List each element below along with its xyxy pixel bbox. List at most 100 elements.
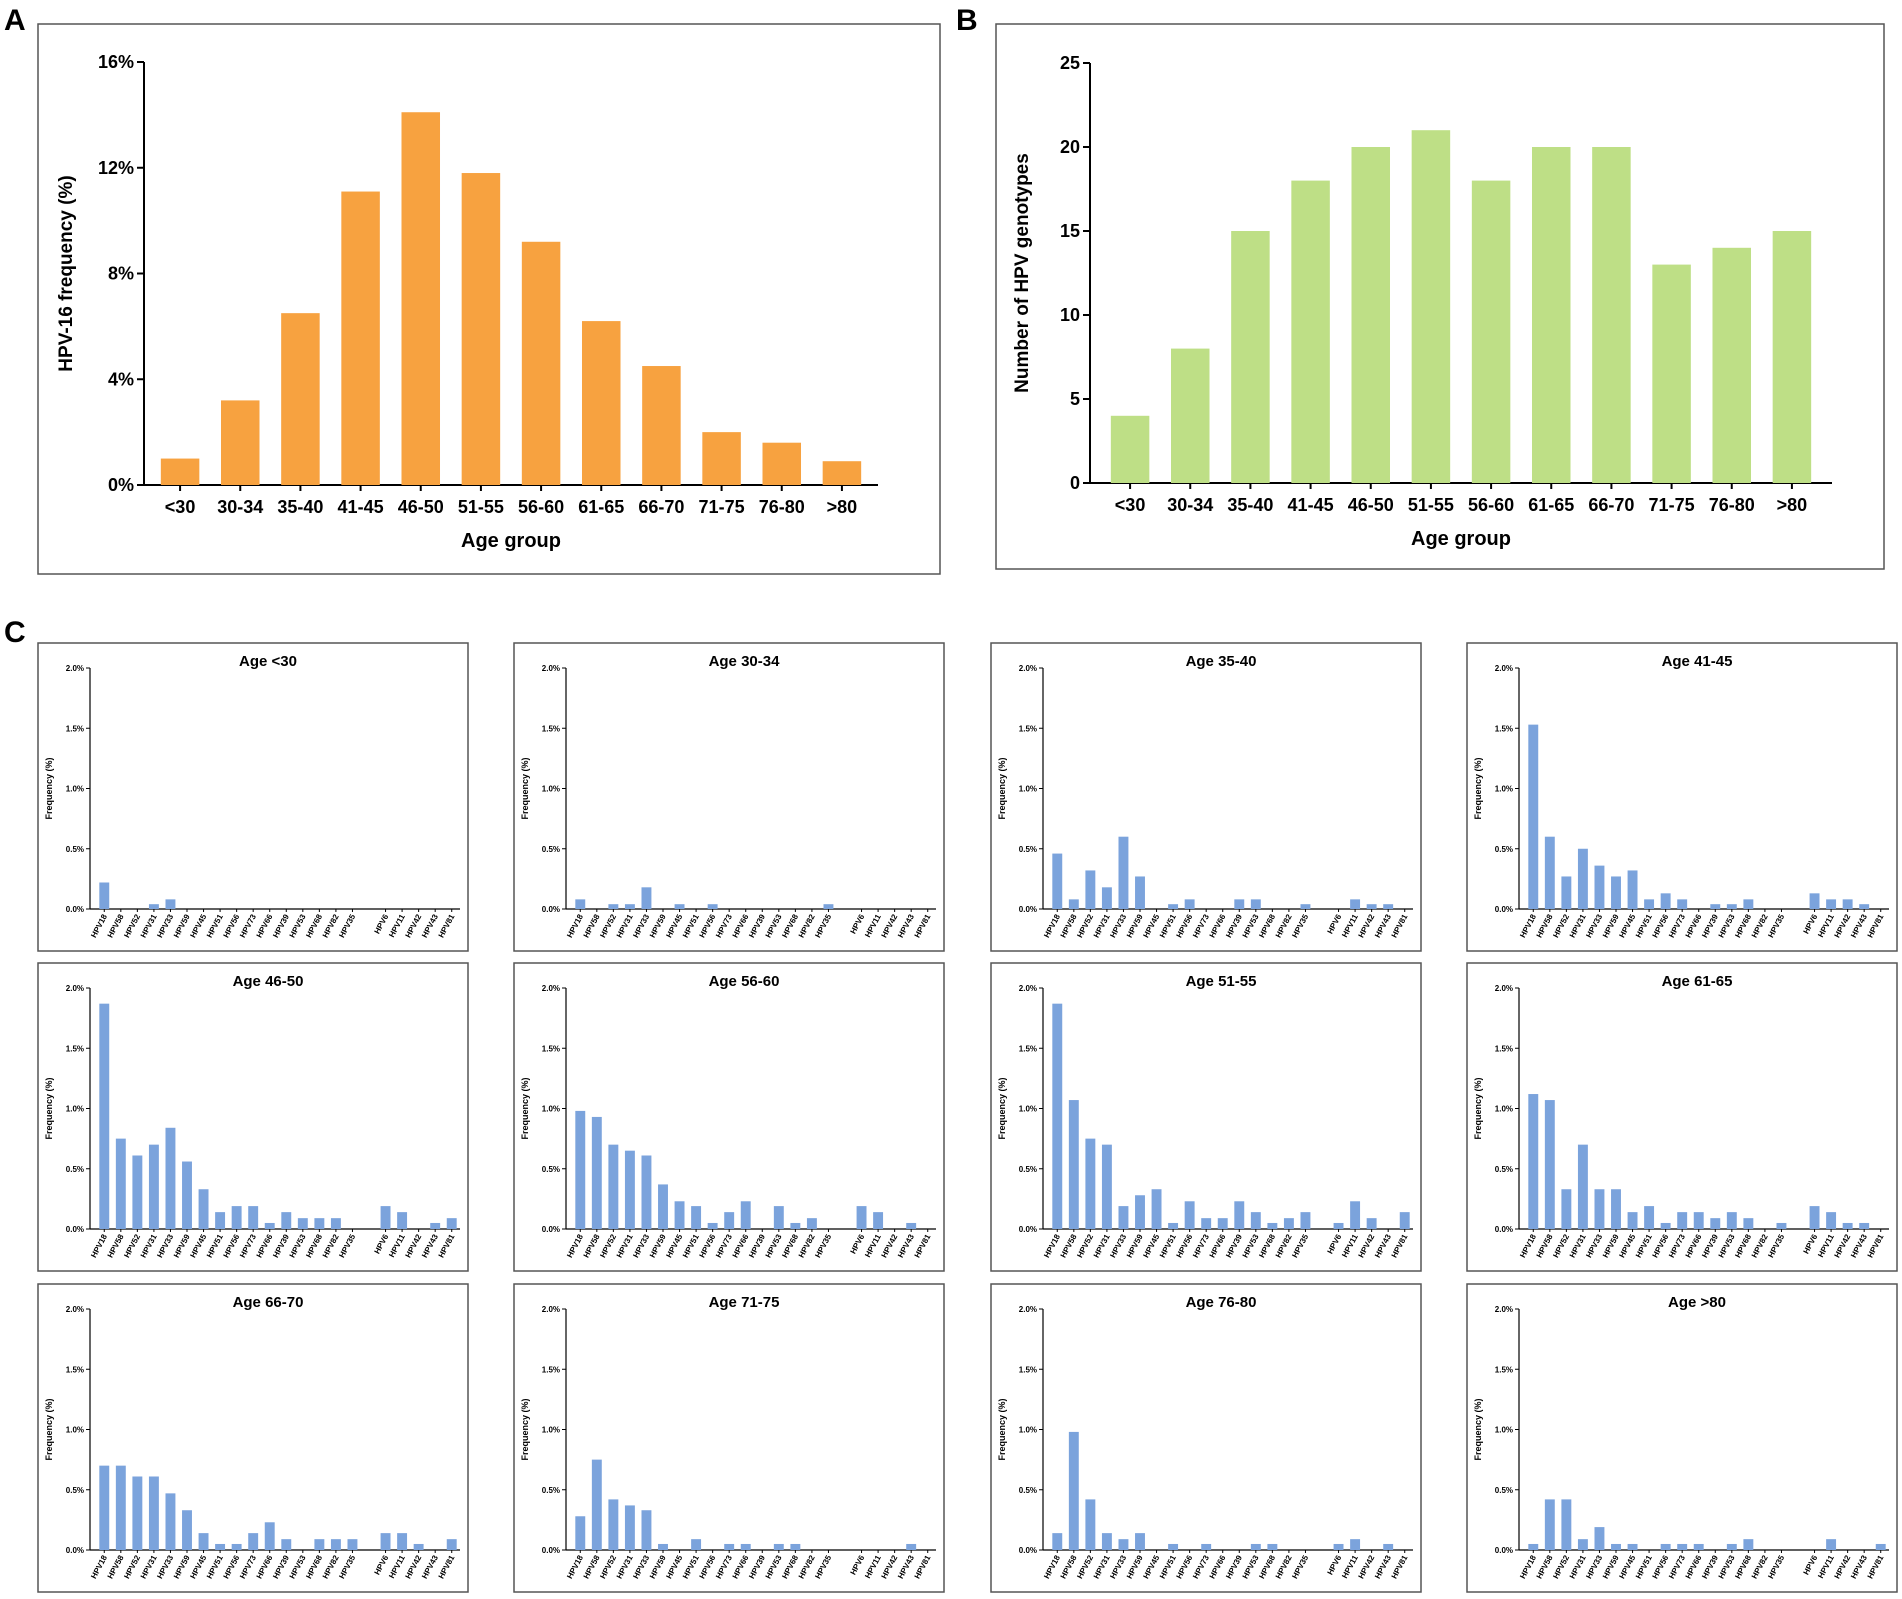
panel-c-bar	[724, 1543, 735, 1550]
panel-c-bar	[264, 1522, 275, 1550]
panel-c-bar	[1859, 1222, 1870, 1229]
panel-c-bar	[1710, 904, 1721, 909]
panel-c-ytick-label: 1.5%	[1495, 1044, 1513, 1053]
panel-c-ytick-label: 1.0%	[1495, 785, 1513, 794]
panel-b-ytick-label: 25	[1060, 53, 1080, 73]
panel-c-ytick-label: 1.5%	[1019, 724, 1037, 733]
panel-label-a: A	[4, 4, 26, 37]
panel-c-xtick-label: HPV81	[437, 1232, 457, 1259]
panel-c-bar	[658, 1184, 668, 1229]
panel-c-ytick-label: 2.0%	[1019, 984, 1037, 993]
panel-c-bar	[1101, 887, 1112, 909]
panel-c-bar	[1366, 1218, 1377, 1229]
panel-c-bar	[330, 1539, 341, 1550]
panel-b-bar	[1110, 415, 1150, 483]
panel-b-frame	[995, 23, 1885, 570]
panel-b-bar	[1592, 147, 1631, 483]
panel-b-xtick-label: >80	[1777, 495, 1808, 515]
panel-c-ytick-label: 0.5%	[1495, 1486, 1513, 1495]
panel-c-bar	[1544, 836, 1555, 909]
panel-c-bar	[380, 1533, 391, 1550]
panel-c-bar	[1677, 899, 1688, 909]
panel-c-bar	[1611, 876, 1621, 909]
panel-c-bar	[1594, 1189, 1605, 1229]
panel-c-bar	[608, 1499, 619, 1550]
panel-c-bar	[281, 1539, 292, 1550]
panel-c-ytick-label: 1.0%	[542, 785, 560, 794]
panel-c-bar	[1068, 899, 1079, 909]
panel-c-subplot-title: Age 61-65	[1662, 973, 1733, 990]
panel-c-bar	[740, 1201, 751, 1229]
panel-c-bar	[1577, 1144, 1588, 1229]
panel-c-bar	[1577, 848, 1588, 909]
panel-c-subplot: Age 71-75 0.0% 0.5% 1.0% 1.5% 2.0% Frequency (…	[513, 1283, 945, 1593]
panel-c-subplot-frame	[1466, 962, 1898, 1272]
panel-c-ytick-label: 0.5%	[542, 845, 560, 854]
panel-c-ytick-label: 1.0%	[1495, 1426, 1513, 1435]
panel-c-ytick-label: 2.0%	[542, 664, 560, 673]
panel-c-bar	[1184, 1201, 1195, 1229]
panel-c-bar	[1118, 1206, 1129, 1229]
panel-c-xtick-label: HPV81	[1866, 912, 1886, 939]
panel-c-bar	[1283, 1218, 1294, 1229]
panel-c-bar	[182, 1510, 192, 1550]
panel-c-bar	[624, 1150, 635, 1229]
panel-c-bar	[148, 1144, 159, 1229]
panel-c-bar	[1052, 1533, 1063, 1550]
panel-a-bar	[702, 432, 741, 485]
panel-c-bar	[1594, 865, 1605, 909]
panel-c-bar	[1101, 1533, 1112, 1550]
panel-c-subplot-title: Age 56-60	[709, 973, 780, 990]
panel-c-bar	[248, 1206, 259, 1229]
panel-c-bar	[873, 1212, 884, 1229]
panel-c-bar	[281, 1212, 292, 1229]
panel-a-xtick-label: 66-70	[638, 497, 684, 517]
panel-c-y-axis-label: Frequency (%)	[1473, 1398, 1483, 1460]
panel-c-bar	[1842, 899, 1853, 909]
panel-c-xtick-label: HPV35	[337, 1232, 357, 1259]
panel-c-bar	[1250, 1212, 1261, 1229]
panel-b-xtick-label: <30	[1115, 495, 1146, 515]
panel-a-y-axis-label: HPV-16 frequency (%)	[56, 175, 77, 371]
panel-a-xtick-label: 51-55	[458, 497, 504, 517]
panel-c-bar	[1168, 1222, 1179, 1229]
panel-c-ytick-label: 2.0%	[1019, 1305, 1037, 1314]
panel-c-bar	[215, 1212, 226, 1229]
panel-c-bar	[906, 1222, 917, 1229]
panel-a-bar	[220, 400, 260, 485]
panel-c-subplot: Age 35-40 0.0% 0.5% 1.0% 1.5% 2.0% Frequency (…	[990, 642, 1422, 952]
panel-b-xtick-label: 46-50	[1348, 495, 1394, 515]
panel-a-bar	[581, 321, 621, 485]
panel-c-bar	[1859, 904, 1870, 909]
panel-c-bar	[297, 1218, 308, 1229]
panel-c-ytick-label: 1.5%	[1019, 1365, 1037, 1374]
panel-c-bar	[608, 1144, 619, 1229]
panel-c-bar	[773, 1206, 784, 1229]
panel-c-bar	[1151, 1189, 1162, 1229]
panel-b-bar	[1351, 147, 1391, 483]
panel-c-ytick-label: 0.5%	[66, 845, 84, 854]
panel-c-bar	[1826, 899, 1837, 909]
panel-c-bar	[1693, 1543, 1704, 1550]
panel-c-subplot-frame	[990, 642, 1422, 952]
panel-label-c: C	[4, 616, 26, 649]
panel-c-bar	[1052, 1003, 1063, 1229]
panel-c-bar	[1085, 1138, 1096, 1229]
panel-c-bar	[1250, 899, 1261, 909]
panel-c-bar	[231, 1206, 242, 1229]
panel-b-bar	[1231, 231, 1270, 483]
panel-c-ytick-label: 0.5%	[542, 1165, 560, 1174]
panel-c-bar	[165, 899, 176, 909]
panel-a-ytick-label: 8%	[108, 264, 134, 284]
panel-c-subplot-title: Age 35-40	[1186, 653, 1257, 670]
panel-c-ytick-label: 0.0%	[1019, 1225, 1037, 1234]
panel-c-bar	[658, 1543, 668, 1550]
panel-c-subplot-frame	[513, 962, 945, 1272]
panel-c-ytick-label: 1.5%	[542, 724, 560, 733]
panel-b-y-axis-label: Number of HPV genotypes	[1012, 153, 1033, 393]
panel-a-bar	[401, 112, 441, 485]
panel-c-ytick-label: 0.5%	[66, 1165, 84, 1174]
panel-c-xtick-label: HPV35	[813, 912, 833, 939]
panel-c-bar	[1118, 836, 1129, 909]
panel-c-ytick-label: 2.0%	[1495, 984, 1513, 993]
